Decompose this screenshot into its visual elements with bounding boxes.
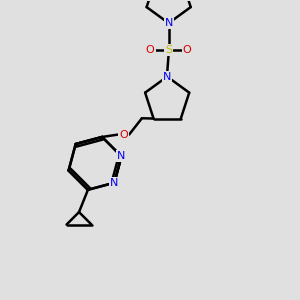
Text: N: N: [117, 151, 126, 161]
Text: O: O: [119, 130, 128, 140]
Text: O: O: [183, 45, 191, 55]
Text: N: N: [164, 18, 173, 28]
Text: N: N: [110, 178, 118, 188]
Text: N: N: [164, 18, 173, 28]
Text: N: N: [163, 72, 171, 82]
Text: O: O: [146, 45, 154, 55]
Text: S: S: [165, 45, 172, 55]
